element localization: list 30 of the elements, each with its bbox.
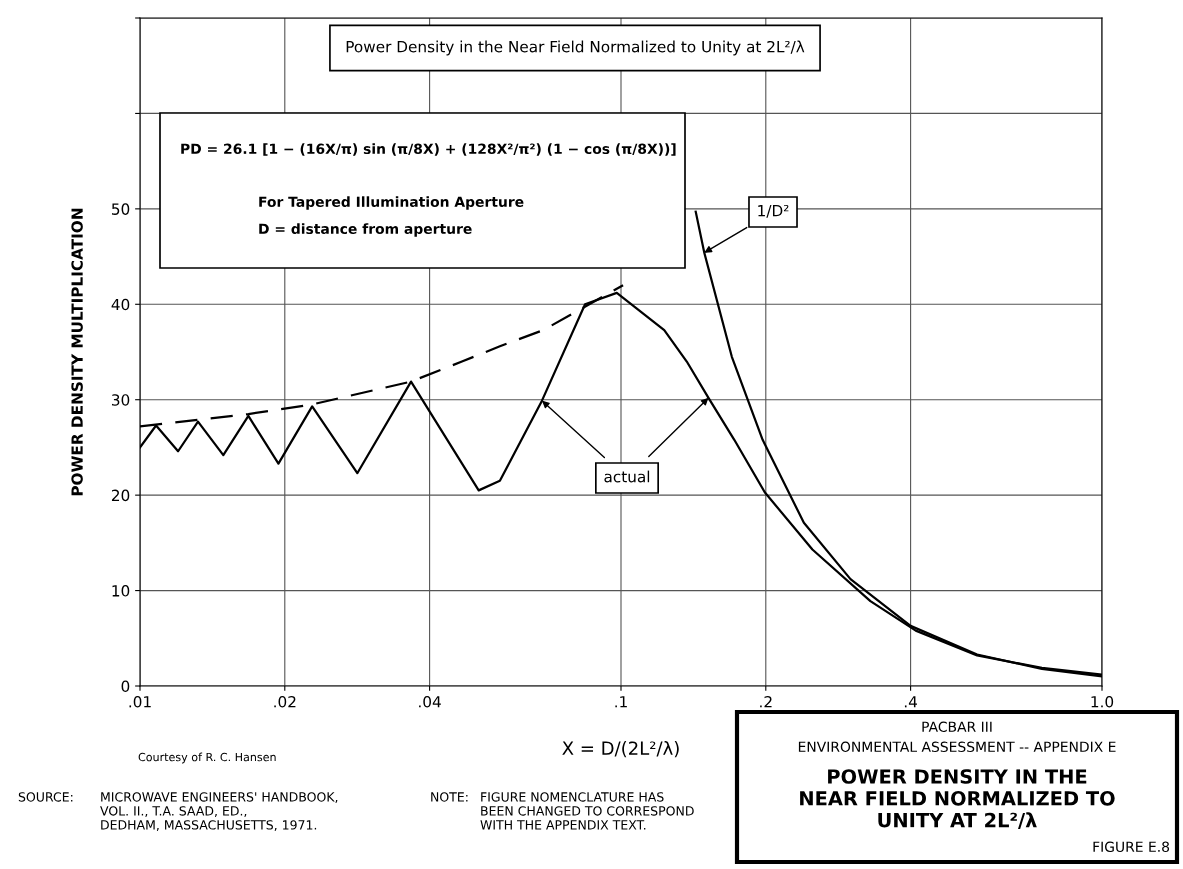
text: PACBAR III <box>922 721 992 733</box>
x-tick-label: .2 <box>760 695 772 708</box>
text: actual <box>604 470 650 483</box>
x-tick-label: .01 <box>129 695 151 708</box>
y-tick-label: 10 <box>112 585 130 597</box>
x-tick-label: 1.0 <box>1091 695 1114 708</box>
y-tick-label: 20 <box>111 489 130 502</box>
annotation: For Tapered Illumination Aperture <box>259 196 524 210</box>
text: MICROWAVE ENGINEERS' HANDBOOK, VOL. II., T.A. SAAD, ED., DEDHAM, MASSACHUSETTS, 1971. <box>100 792 338 831</box>
text: FIGURE NOMENCLATURE HAS BEEN CHANGED TO CORRESPOND WITH THE APPENDIX TEXT. <box>480 792 694 830</box>
text: 1/D² <box>758 204 789 218</box>
x-tick-label: .4 <box>904 696 918 708</box>
text: Power Density in the Near Field Normalized to Unity at 2L²/λ <box>346 40 805 56</box>
y-tick-label: 50 <box>112 203 130 215</box>
annotation: D = distance from aperture <box>259 223 472 237</box>
x-axis-title: X = D/(2L²/λ) <box>562 741 679 758</box>
text: POWER DENSITY IN THE NEAR FIELD NORMALIZED TO UNITY AT 2L²/λ <box>800 769 1115 829</box>
y-tick-label: 30 <box>112 394 130 406</box>
text: FIGURE E.8 <box>1093 841 1170 853</box>
y-tick-label: 40 <box>111 298 130 311</box>
x-tick-label: .02 <box>274 695 296 708</box>
x-tick-label: .1 <box>615 696 627 708</box>
annotation: PD = 26.1 [1 − (16X/π) sin (π/8X) + (128X²/π²) (1 − cos (π/8X))] <box>181 143 676 156</box>
source-note: SOURCE: <box>18 792 73 802</box>
y-tick-label: 0 <box>121 680 130 693</box>
y-axis-title: POWER DENSITY MULTIPLICATION <box>71 208 83 496</box>
text: Courtesy of R. C. Hansen <box>138 752 276 764</box>
text: NOTE: <box>431 792 468 802</box>
x-tick-label: .04 <box>419 695 441 708</box>
text: ENVIRONMENTAL ASSESSMENT -- APPENDIX E <box>798 741 1116 753</box>
